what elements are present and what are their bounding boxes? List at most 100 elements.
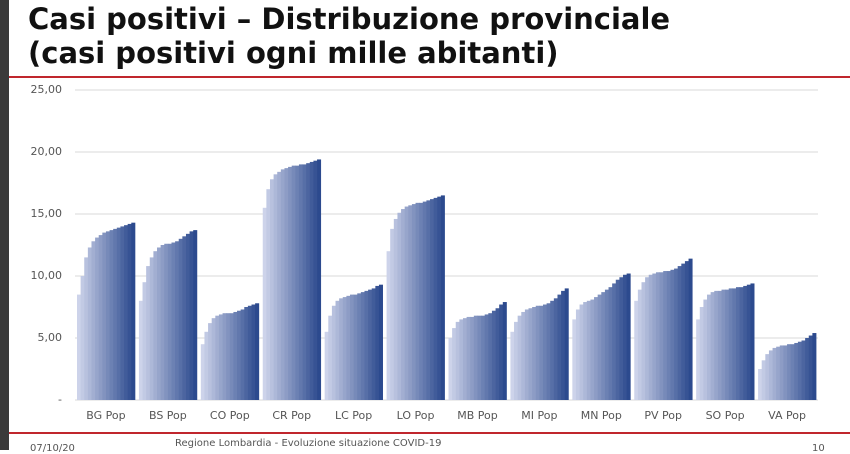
- bar: [550, 300, 555, 400]
- bar: [739, 287, 744, 400]
- bar: [608, 287, 613, 400]
- bar: [652, 273, 657, 400]
- x-tick-label: MN Pop: [581, 409, 622, 422]
- bar: [247, 305, 252, 400]
- bar: [204, 331, 209, 400]
- bar: [280, 169, 285, 400]
- bar: [390, 228, 395, 400]
- bar: [371, 288, 376, 400]
- bar: [477, 315, 482, 400]
- bar: [797, 341, 802, 400]
- bar: [113, 228, 118, 400]
- bar: [659, 272, 664, 400]
- bar: [696, 319, 701, 400]
- bar: [116, 227, 121, 400]
- bar: [684, 261, 689, 400]
- bar: [342, 297, 347, 400]
- bar: [419, 202, 424, 400]
- title-line: Casi positivi – Distribuzione provincial…: [28, 2, 671, 36]
- bar: [535, 305, 540, 400]
- bar: [164, 243, 169, 400]
- bar: [699, 307, 704, 400]
- bar: [142, 282, 147, 400]
- x-tick-label: MI Pop: [521, 409, 557, 422]
- bar: [761, 360, 766, 400]
- bar: [765, 354, 770, 400]
- bar: [597, 294, 602, 400]
- bar: [386, 251, 391, 400]
- bar: [779, 345, 784, 400]
- bar: [619, 277, 624, 400]
- bar: [378, 284, 383, 400]
- x-tick-label: MB Pop: [457, 409, 498, 422]
- bar: [579, 304, 584, 400]
- bar: [688, 258, 693, 400]
- bar: [717, 290, 722, 400]
- divider: [9, 432, 850, 434]
- y-tick-label: -: [58, 393, 62, 406]
- bar: [787, 344, 792, 400]
- bar: [510, 331, 515, 400]
- bar: [470, 316, 475, 400]
- bar: [455, 321, 460, 400]
- bar: [353, 294, 358, 400]
- bar: [743, 285, 748, 400]
- bar: [80, 276, 85, 400]
- bar: [324, 331, 329, 400]
- bar: [681, 263, 686, 400]
- bar: [462, 318, 467, 400]
- bar: [215, 315, 220, 400]
- bar: [473, 315, 478, 400]
- bar: [120, 226, 125, 400]
- bar: [808, 335, 813, 400]
- bar: [211, 318, 216, 400]
- bar: [491, 310, 496, 400]
- bar: [277, 171, 282, 400]
- title-line: (casi positivi ogni mille abitanti): [28, 36, 559, 70]
- bar: [105, 231, 110, 400]
- bar: [153, 251, 158, 400]
- bar: [539, 305, 544, 400]
- bar: [222, 313, 227, 400]
- bar: [266, 189, 271, 400]
- bar: [393, 218, 398, 400]
- bar: [306, 163, 311, 400]
- bar: [612, 283, 617, 400]
- bar: [218, 314, 223, 400]
- bar: [226, 313, 231, 400]
- bar: [182, 236, 187, 400]
- bar: [557, 294, 562, 400]
- bar: [768, 350, 773, 400]
- bar: [553, 298, 558, 400]
- bar: [648, 274, 653, 400]
- y-tick-label: 25,00: [31, 83, 63, 96]
- bar: [714, 290, 719, 400]
- bar: [586, 300, 591, 400]
- bar: [604, 289, 609, 400]
- bar: [98, 235, 103, 400]
- bar: [331, 305, 336, 400]
- bar: [350, 294, 355, 400]
- bar: [127, 223, 132, 400]
- bar: [313, 160, 318, 400]
- bar: [131, 222, 136, 400]
- bar: [452, 328, 457, 400]
- bar: [666, 271, 671, 400]
- bar: [488, 313, 493, 400]
- bar: [572, 319, 577, 400]
- bar: [746, 284, 751, 400]
- bar: [160, 245, 165, 400]
- bar: [346, 295, 351, 400]
- bar: [251, 304, 256, 400]
- bar: [302, 164, 307, 400]
- bar: [178, 238, 183, 400]
- x-tick-label: SO Pop: [706, 409, 745, 422]
- bar: [812, 333, 817, 400]
- bar: [484, 314, 489, 400]
- bar: [262, 207, 267, 400]
- bar: [189, 231, 194, 400]
- x-tick-label: VA Pop: [768, 409, 806, 422]
- bar: [481, 315, 486, 400]
- x-tick-label: PV Pop: [644, 409, 682, 422]
